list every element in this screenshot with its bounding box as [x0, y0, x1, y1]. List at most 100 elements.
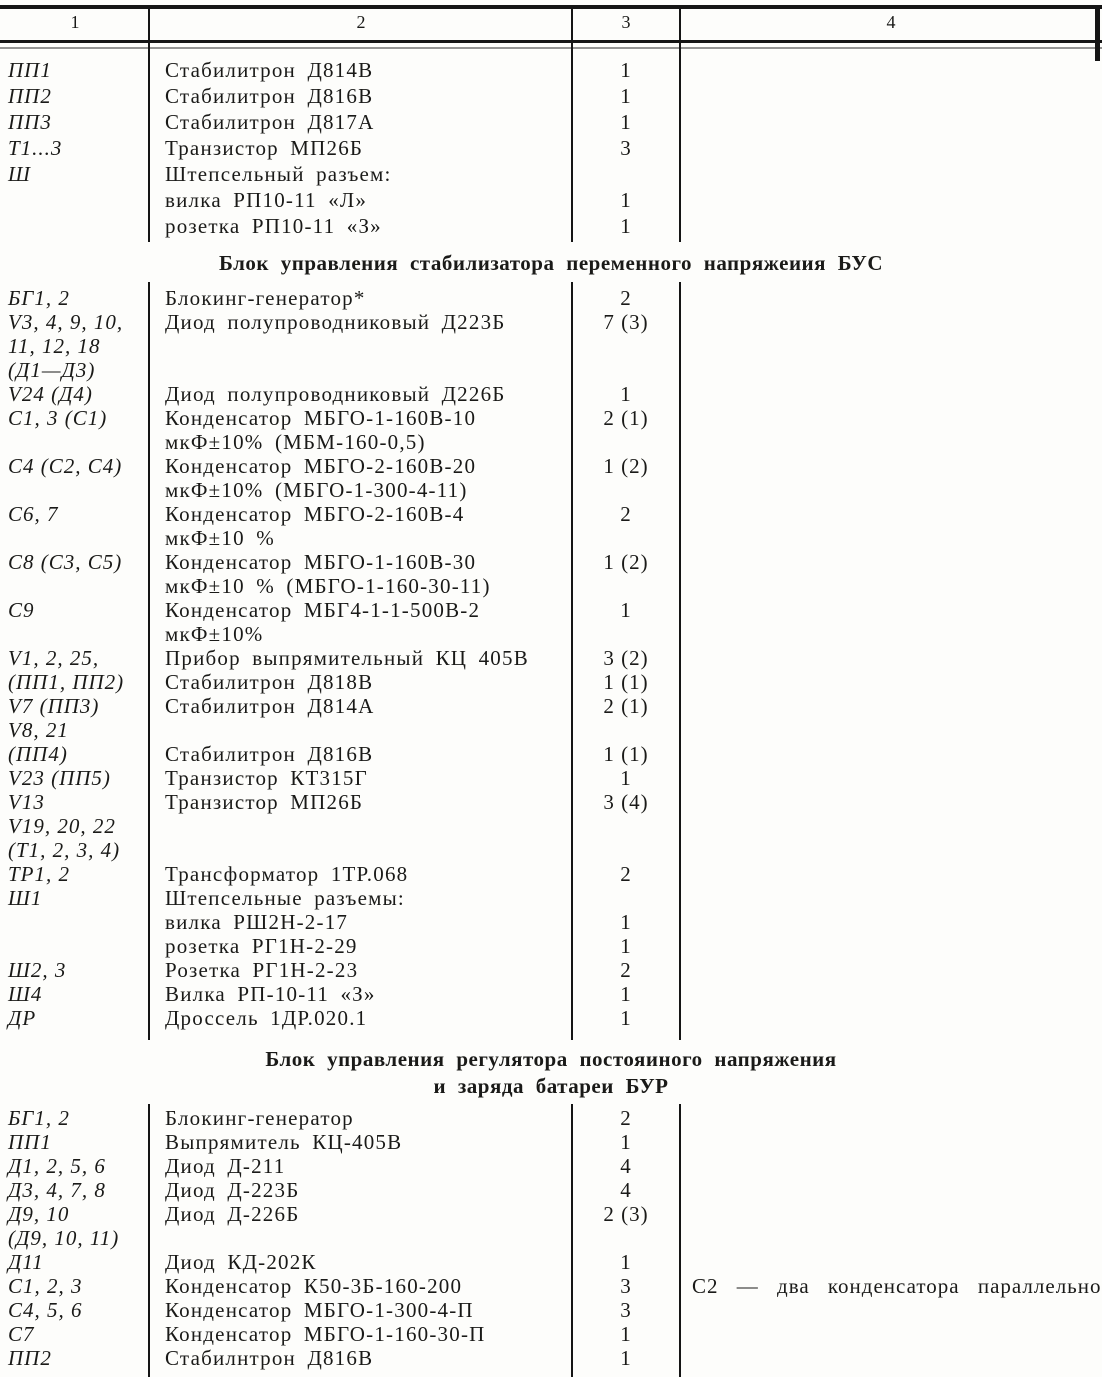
table-row: V23 (ПП5) Транзистор КТ315Г 1	[0, 766, 1102, 790]
description-cell	[150, 718, 572, 742]
quantity-cell: 3 (2)	[603, 646, 649, 670]
note-cell	[680, 766, 1102, 790]
quantity-cell: 1	[620, 84, 632, 108]
note-cell	[680, 478, 1102, 502]
description-cell: Диод Д-226Б	[165, 1202, 300, 1226]
note-cell	[680, 598, 1102, 622]
description-cell	[150, 358, 572, 382]
designator-cell: С4 (С2, С4)	[8, 454, 123, 478]
quantity-cell: 1 (1)	[603, 670, 649, 694]
description-cell: Выпрямитель КЦ-405В	[165, 1130, 403, 1154]
quantity-cell	[572, 886, 680, 910]
note-cell	[680, 694, 1102, 718]
quantity-cell: 1	[620, 1130, 632, 1154]
quantity-cell: 1	[620, 1346, 632, 1370]
table-row: БГ1, 2 Блокинг-генератор 2	[0, 1106, 1102, 1130]
section-heading-bur-line1: Блок управления регулятора постояиного н…	[265, 1047, 837, 1071]
note-cell	[680, 814, 1102, 838]
table-section-bus: БГ1, 2 Блокинг-генератор* 2 V3, 4, 9, 10…	[0, 286, 1102, 1030]
note-cell	[680, 213, 1102, 239]
note-cell	[680, 57, 1102, 83]
quantity-cell	[572, 478, 680, 502]
description-cell: Дроссель 1ДР.020.1	[165, 1006, 368, 1030]
note-cell	[680, 358, 1102, 382]
table-row: 11, 12, 18	[0, 334, 1102, 358]
designator-cell: Д1, 2, 5, 6	[8, 1154, 106, 1178]
table-row: (ПП1, ПП2) Стабилитрон Д818В 1 (1)	[0, 670, 1102, 694]
table-row: ПП3 Стабилитрон Д817А 1	[0, 109, 1102, 135]
note-cell	[680, 790, 1102, 814]
description-cell: Конденсатор МБГО-1-160В-10	[165, 406, 477, 430]
column-header-3: 3	[621, 12, 631, 32]
quantity-cell: 3	[620, 136, 632, 160]
note-cell	[680, 161, 1102, 187]
note-cell	[680, 109, 1102, 135]
designator-cell: V1, 2, 25,	[8, 646, 100, 670]
quantity-cell: 1	[620, 214, 632, 238]
quantity-cell: 7 (3)	[603, 310, 649, 334]
quantity-cell	[572, 526, 680, 550]
designator-cell	[0, 187, 150, 213]
designator-cell	[0, 574, 150, 598]
table-row: С1, 2, 3 Конденсатор К50-3Б-160-200 3 С2…	[0, 1274, 1102, 1298]
table-row: мкФ±10 % (МБГО-1-160-30-11)	[0, 574, 1102, 598]
quantity-cell	[572, 622, 680, 646]
description-cell: Штепсельный разъем:	[165, 162, 392, 186]
table-row: ПП1 Выпрямитель КЦ-405В 1	[0, 1130, 1102, 1154]
note-cell: С2 — два конденсатора параллельно	[692, 1274, 1102, 1298]
description-cell	[150, 1226, 572, 1250]
designator-cell: ПП1	[8, 1130, 52, 1154]
description-cell: Диод полупроводниковый Д223Б	[165, 310, 506, 334]
description-cell: мкФ±10%	[165, 622, 264, 646]
note-cell	[680, 454, 1102, 478]
quantity-cell: 4	[620, 1178, 632, 1202]
designator-cell: Д3, 4, 7, 8	[8, 1178, 106, 1202]
quantity-cell	[572, 358, 680, 382]
table-row: Д1, 2, 5, 6 Диод Д-211 4	[0, 1154, 1102, 1178]
description-cell: Конденсатор МБГО-1-160-30-П	[165, 1322, 486, 1346]
column-divider-line	[571, 1104, 573, 1377]
note-cell	[680, 430, 1102, 454]
note-cell	[680, 574, 1102, 598]
quantity-cell: 1 (2)	[603, 550, 649, 574]
description-cell: Стабилитрон Д816В	[165, 84, 374, 108]
designator-cell: ПП2	[8, 84, 52, 108]
table-row: ТР1, 2 Трансформатор 1ТР.068 2	[0, 862, 1102, 886]
description-cell: Блокинг-генератор	[165, 1106, 354, 1130]
quantity-cell: 2 (1)	[603, 694, 649, 718]
note-cell	[680, 982, 1102, 1006]
note-cell	[680, 1250, 1102, 1274]
designator-cell: 11, 12, 18	[8, 334, 101, 358]
designator-cell: (Д9, 10, 11)	[8, 1226, 120, 1250]
designator-cell	[0, 430, 150, 454]
description-cell: Диод Д-223Б	[165, 1178, 300, 1202]
description-cell: Диод Д-211	[165, 1154, 286, 1178]
note-cell	[680, 1106, 1102, 1130]
table-row: Ш4 Вилка РП-10-11 «З» 1	[0, 982, 1102, 1006]
quantity-cell: 2	[620, 958, 632, 982]
note-cell	[680, 1202, 1102, 1226]
table-row: С8 (С3, С5) Конденсатор МБГО-1-160В-30 1…	[0, 550, 1102, 574]
table-row: С6, 7 Конденсатор МБГО-2-160В-4 2	[0, 502, 1102, 526]
table-row: Д11 Диод КД-202К 1	[0, 1250, 1102, 1274]
description-cell: мкФ±10% (МБГО-1-300-4-11)	[165, 478, 468, 502]
table-row: (ПП4) Стабилитрон Д816В 1 (1)	[0, 742, 1102, 766]
quantity-cell: 1	[620, 1006, 632, 1030]
note-cell	[680, 406, 1102, 430]
quantity-cell	[572, 574, 680, 598]
quantity-cell: 1	[620, 982, 632, 1006]
note-cell	[680, 382, 1102, 406]
quantity-cell: 1	[620, 934, 632, 958]
table-row: V3, 4, 9, 10, Диод полупроводниковый Д22…	[0, 310, 1102, 334]
quantity-cell: 1 (2)	[603, 454, 649, 478]
description-cell: Стабилитрон Д817А	[165, 110, 375, 134]
table-row: V24 (Д4) Диод полупроводниковый Д226Б 1	[0, 382, 1102, 406]
description-cell: Конденсатор МБГО-2-160В-4	[165, 502, 465, 526]
designator-cell	[0, 526, 150, 550]
section-heading-bus: Блок управления стабилизатора переменног…	[218, 251, 883, 275]
designator-cell	[0, 934, 150, 958]
note-cell	[680, 934, 1102, 958]
table-row: V7 (ПП3) Стабилитрон Д814А 2 (1)	[0, 694, 1102, 718]
header-bottom-border-line	[0, 40, 1102, 43]
description-cell: Розетка РГ1Н-2-23	[165, 958, 359, 982]
